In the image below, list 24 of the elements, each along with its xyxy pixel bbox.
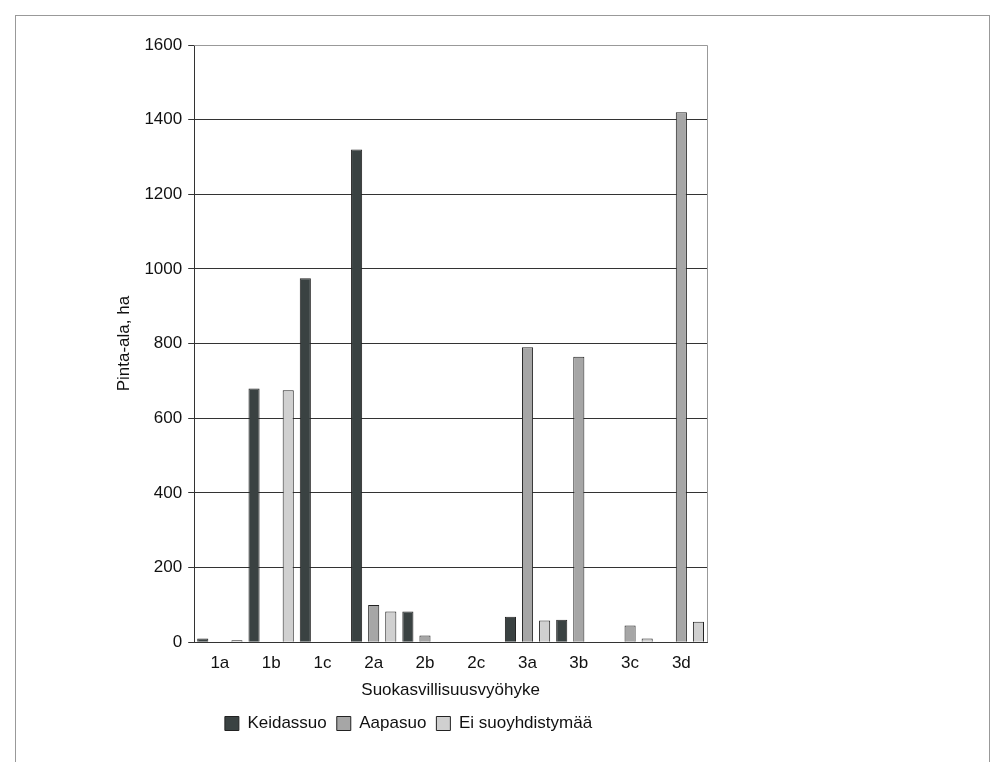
x-tick-label: 2c — [467, 653, 486, 673]
x-tick-label: 1c — [313, 653, 332, 673]
y-tick-label: 800 — [153, 333, 183, 353]
y-tick-label: 1200 — [144, 183, 183, 203]
x-tick-label: 3c — [621, 653, 640, 673]
x-tick-label: 3b — [569, 653, 589, 673]
y-tick-label: 400 — [153, 482, 183, 502]
x-axis-title: Suokasvillisuusvyöhyke — [361, 680, 540, 700]
x-tick-label: 3d — [671, 653, 691, 673]
y-tick-label: 1600 — [144, 34, 183, 54]
legend-label: Ei suoyhdistymää — [458, 713, 593, 733]
y-axis-title: Pinta-ala, ha — [113, 295, 133, 392]
legend-label: Aapasuo — [359, 713, 427, 733]
x-tick-label: 1b — [261, 653, 281, 673]
y-tick-label: 600 — [153, 407, 183, 427]
y-tick-label: 1000 — [144, 258, 183, 278]
x-tick-label: 3a — [518, 653, 538, 673]
y-tick-label: 1400 — [144, 109, 183, 129]
y-tick-label: 200 — [153, 557, 183, 577]
y-tick-label: 0 — [172, 631, 183, 651]
legend-label: Keidassuo — [247, 713, 327, 733]
x-tick-label: 1a — [210, 653, 230, 673]
x-tick-label: 2b — [415, 653, 435, 673]
x-tick-label: 2a — [364, 653, 384, 673]
